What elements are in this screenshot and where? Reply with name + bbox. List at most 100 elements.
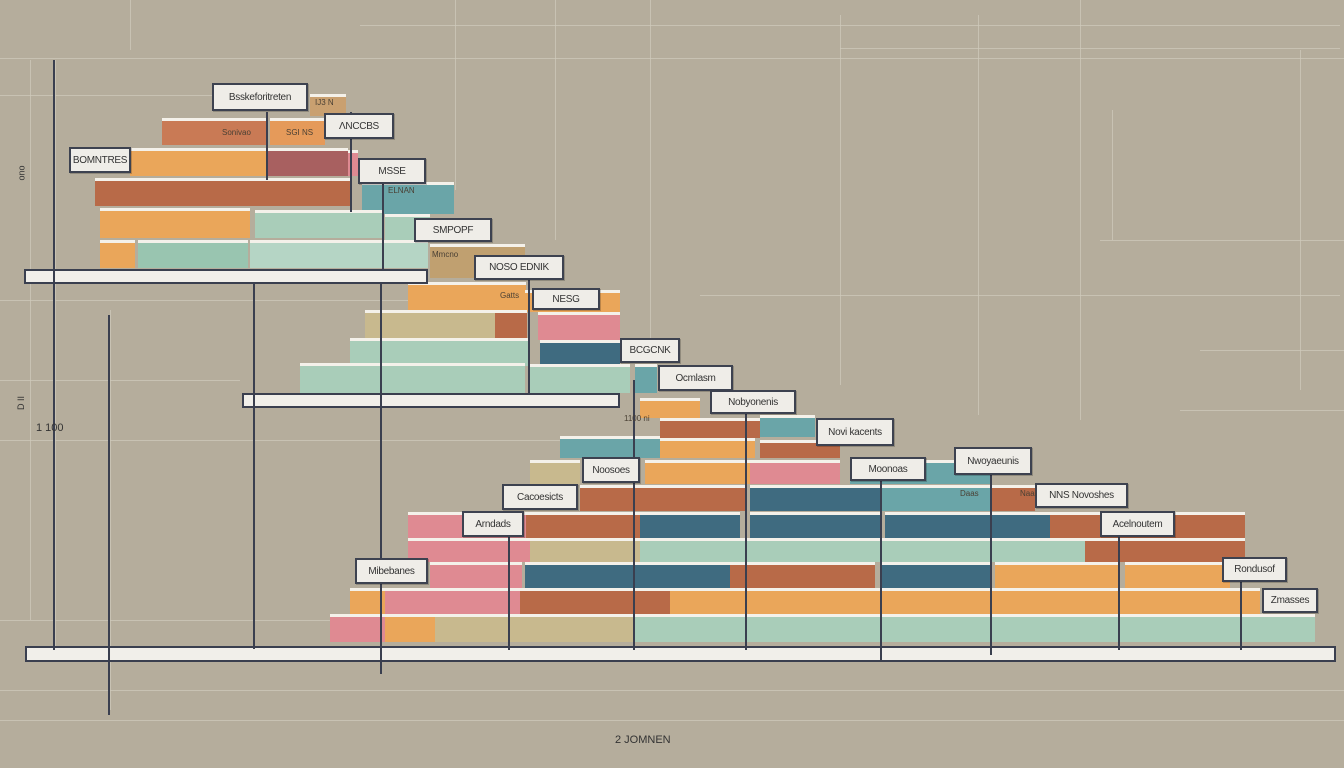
callout-label: NESG <box>532 288 600 310</box>
callout-label: NOSO EDNIK <box>474 255 564 280</box>
stacked-bar <box>350 588 385 614</box>
callout-label: BCGCNK <box>620 338 680 363</box>
grid-line <box>1112 110 1113 240</box>
bar-inline-text: Mmcno <box>432 250 459 259</box>
bar-inline-text: Gatts <box>500 291 520 300</box>
stacked-bar <box>138 240 248 268</box>
stacked-bar <box>640 538 740 562</box>
stacked-bar <box>435 614 635 642</box>
support-pole <box>350 112 352 212</box>
left-axis-top-text: ono <box>16 165 27 181</box>
grid-line <box>555 0 556 240</box>
grid-line <box>1080 0 1081 420</box>
stacked-bar <box>860 614 985 642</box>
stacked-bar <box>300 363 525 393</box>
stacked-bar <box>750 485 880 511</box>
stacked-bar <box>560 436 660 458</box>
stacked-bar <box>635 364 657 393</box>
callout-label: Bsskeforitreten <box>212 83 308 111</box>
bar-inline-text: ELNAN <box>388 186 415 195</box>
stacked-bar <box>385 588 520 614</box>
support-pole <box>1118 520 1120 650</box>
support-pole <box>745 410 747 650</box>
stacked-bar <box>1085 538 1245 562</box>
stacked-bar <box>730 562 875 588</box>
stacked-bar <box>525 562 730 588</box>
stacked-bar <box>520 588 670 614</box>
stacked-bar <box>660 438 755 458</box>
callout-label: Cacoesicts <box>502 484 578 510</box>
stacked-bar <box>530 460 580 484</box>
grid-line <box>30 60 31 620</box>
stacked-bar <box>640 398 700 418</box>
stacked-bar <box>750 460 840 484</box>
stacked-bar <box>580 485 640 511</box>
grid-line <box>0 690 1344 691</box>
stacked-bar <box>1115 588 1260 614</box>
support-pole <box>266 112 268 180</box>
stacked-bar <box>100 240 135 268</box>
support-pole <box>382 180 384 270</box>
stacked-bar <box>538 312 620 340</box>
stacked-bar <box>995 562 1120 588</box>
callout-label: Moonoas <box>850 457 926 481</box>
stacked-bar <box>635 614 860 642</box>
grid-line <box>360 25 1340 26</box>
shelf-middle <box>242 393 620 408</box>
callout-label: BOMNTRES <box>69 147 131 173</box>
stacked-bar <box>990 485 1035 511</box>
support-pole <box>1240 580 1242 650</box>
stacked-bar <box>670 588 875 614</box>
grid-line <box>1300 50 1301 390</box>
stacked-bar <box>540 340 620 366</box>
grid-line <box>0 720 1344 721</box>
stacked-bar <box>645 460 750 484</box>
stacked-bar <box>348 150 358 176</box>
callout-label: Rondusof <box>1222 557 1287 582</box>
grid-line <box>978 15 979 415</box>
grid-line <box>110 310 111 710</box>
callout-label: Zmasses <box>1262 588 1318 613</box>
stacked-bar <box>350 338 528 366</box>
stacked-bar <box>100 208 250 238</box>
support-pole <box>508 520 510 650</box>
stacked-bar <box>990 538 1085 562</box>
grid-line <box>700 295 1340 296</box>
stacked-bar <box>430 562 522 588</box>
stacked-bar <box>385 614 435 642</box>
stacked-bar <box>985 614 1245 642</box>
support-pole <box>53 60 55 650</box>
grid-line <box>0 300 420 301</box>
stacked-bar <box>760 415 815 437</box>
callout-label: ɅNCCBS <box>324 113 394 139</box>
left-axis-label: 1 100 <box>36 422 64 434</box>
callout-label: Mibebanes <box>355 558 428 584</box>
stacked-bar <box>660 418 760 438</box>
stacked-bar <box>95 178 350 206</box>
stacked-bar <box>740 538 880 562</box>
callout-label: SMPOPF <box>414 218 492 242</box>
callout-label: Arndads <box>462 511 524 537</box>
callout-label: Acelnoutem <box>1100 511 1175 537</box>
support-pole <box>990 475 992 655</box>
grid-line <box>840 48 1340 49</box>
stacked-bar <box>640 485 745 511</box>
stacked-bar <box>268 148 348 176</box>
callout-label: Nwoyaeunis <box>954 447 1032 475</box>
stacked-bar <box>255 210 383 238</box>
stacked-bar <box>885 512 1050 538</box>
grid-line <box>455 0 456 190</box>
callout-label: NNS Novoshes <box>1035 483 1128 508</box>
bar-inline-text: Sonivao <box>222 128 251 137</box>
grid-line <box>130 0 131 50</box>
left-axis-mid-text: D II <box>16 395 27 411</box>
stacked-bar <box>1245 614 1315 642</box>
stacked-bar <box>640 512 740 538</box>
support-pole <box>880 480 882 660</box>
stacked-bar <box>1125 562 1230 588</box>
callout-label: Novi kacents <box>816 418 894 446</box>
stacked-bar <box>330 614 385 642</box>
stacked-bar <box>408 282 526 310</box>
support-pole <box>528 278 530 393</box>
bar-inline-text: 1100 ni <box>624 414 650 423</box>
